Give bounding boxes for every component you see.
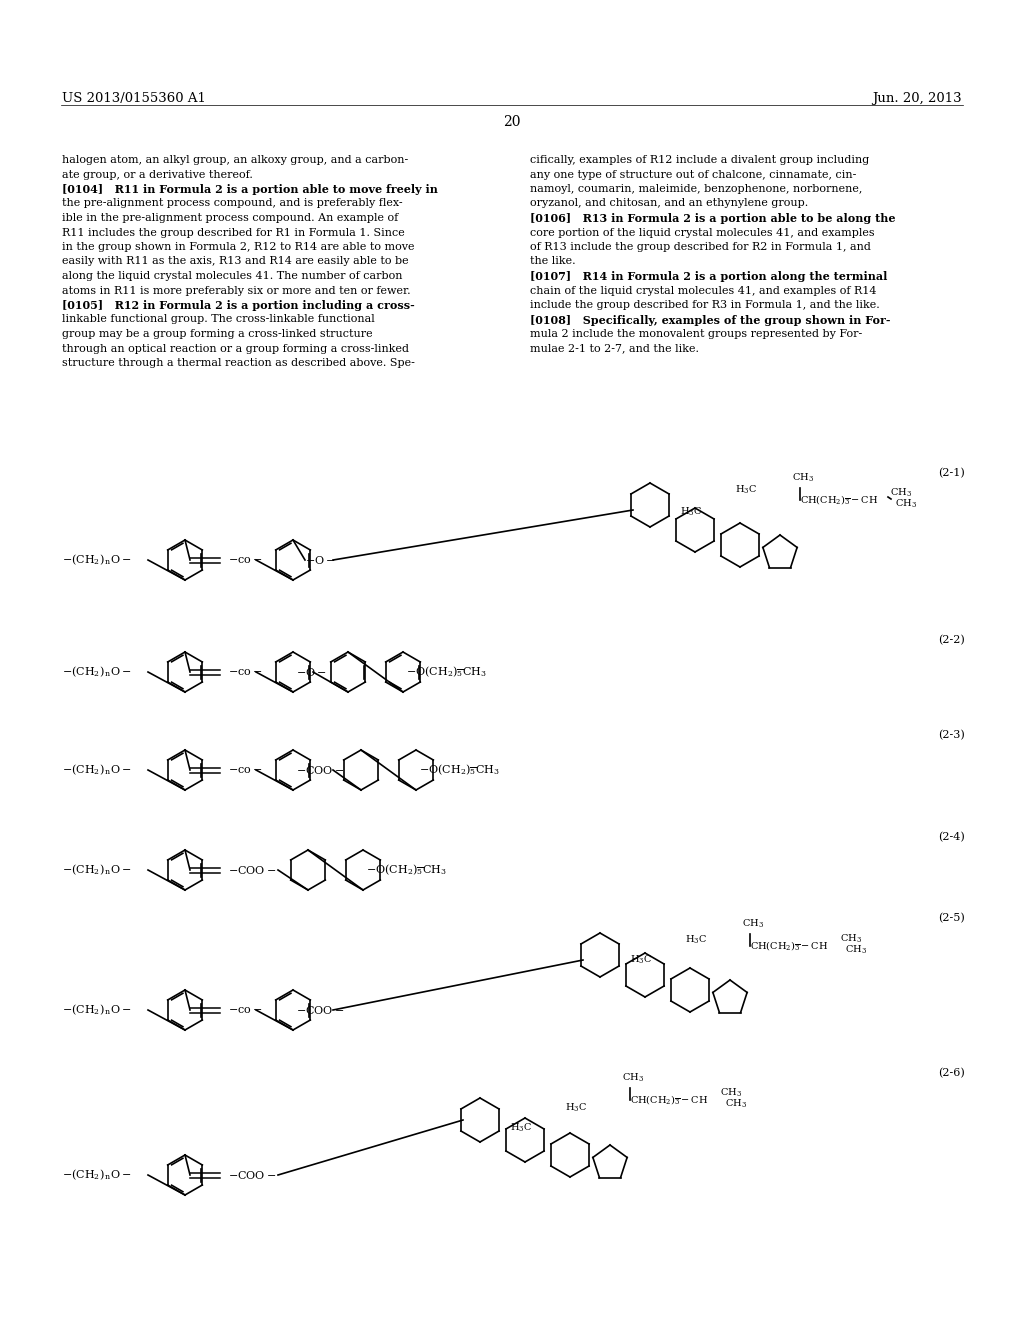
Text: (2-2): (2-2) (938, 635, 965, 645)
Text: (2-4): (2-4) (938, 832, 965, 842)
Text: $\mathregular{-(CH_2)_{\,n}O-}$: $\mathregular{-(CH_2)_{\,n}O-}$ (62, 665, 132, 680)
Text: any one type of structure out of chalcone, cinnamate, cin-: any one type of structure out of chalcon… (530, 169, 856, 180)
Text: (2-6): (2-6) (938, 1068, 965, 1078)
Text: linkable functional group. The cross-linkable functional: linkable functional group. The cross-lin… (62, 314, 375, 325)
Text: $\mathregular{H_3C}$: $\mathregular{H_3C}$ (510, 1122, 532, 1134)
Text: ible in the pre-alignment process compound. An example of: ible in the pre-alignment process compou… (62, 213, 398, 223)
Text: $\mathregular{-(CH_2)_{\,n}O-}$: $\mathregular{-(CH_2)_{\,n}O-}$ (62, 863, 132, 878)
Text: $\mathregular{-COO-}$: $\mathregular{-COO-}$ (228, 1170, 276, 1181)
Text: oryzanol, and chitosan, and an ethynylene group.: oryzanol, and chitosan, and an ethynylen… (530, 198, 808, 209)
Text: $\mathregular{H_3C}$: $\mathregular{H_3C}$ (685, 933, 707, 946)
Text: $\mathregular{CH_3}$: $\mathregular{CH_3}$ (792, 471, 814, 484)
Text: $\mathregular{H_3C}$: $\mathregular{H_3C}$ (680, 506, 702, 519)
Text: [0106]   R13 in Formula 2 is a portion able to be along the: [0106] R13 in Formula 2 is a portion abl… (530, 213, 896, 224)
Text: cifically, examples of R12 include a divalent group including: cifically, examples of R12 include a div… (530, 154, 869, 165)
Text: $\mathregular{-COO-}$: $\mathregular{-COO-}$ (296, 764, 344, 776)
Text: $\mathregular{-COO-}$: $\mathregular{-COO-}$ (228, 865, 276, 876)
Text: (2-3): (2-3) (938, 730, 965, 741)
Text: through an optical reaction or a group forming a cross-linked: through an optical reaction or a group f… (62, 343, 409, 354)
Text: $\mathregular{CH_3}$: $\mathregular{CH_3}$ (890, 487, 912, 499)
Text: mula 2 include the monovalent groups represented by For-: mula 2 include the monovalent groups rep… (530, 329, 862, 339)
Text: $\mathregular{-O-}$: $\mathregular{-O-}$ (296, 667, 327, 678)
Text: atoms in R11 is more preferably six or more and ten or fewer.: atoms in R11 is more preferably six or m… (62, 285, 411, 296)
Text: $\mathregular{-O(CH_2)_{\overline{5}}CH_3}$: $\mathregular{-O(CH_2)_{\overline{5}}CH_… (406, 665, 486, 680)
Text: group may be a group forming a cross-linked structure: group may be a group forming a cross-lin… (62, 329, 373, 339)
Text: [0108]   Specifically, examples of the group shown in For-: [0108] Specifically, examples of the gro… (530, 314, 891, 326)
Text: (2-1): (2-1) (938, 469, 965, 478)
Text: $\mathregular{H_3C}$: $\mathregular{H_3C}$ (565, 1102, 587, 1114)
Text: $\mathregular{-O-}$: $\mathregular{-O-}$ (305, 554, 336, 566)
Text: the pre-alignment process compound, and is preferably flex-: the pre-alignment process compound, and … (62, 198, 402, 209)
Text: $\mathregular{-co-}$: $\mathregular{-co-}$ (228, 554, 262, 565)
Text: $\mathregular{CH_3}$: $\mathregular{CH_3}$ (742, 917, 764, 931)
Text: $\mathregular{-O(CH_2)_{\overline{5}}CH_3}$: $\mathregular{-O(CH_2)_{\overline{5}}CH_… (419, 763, 500, 777)
Text: along the liquid crystal molecules 41. The number of carbon: along the liquid crystal molecules 41. T… (62, 271, 402, 281)
Text: $\mathregular{-co-}$: $\mathregular{-co-}$ (228, 766, 262, 775)
Text: $\mathregular{-O(CH_2)_{\overline{5}}CH_3}$: $\mathregular{-O(CH_2)_{\overline{5}}CH_… (366, 863, 446, 878)
Text: $\mathregular{CH(CH_2)_{\overline{3}}-CH}$: $\mathregular{CH(CH_2)_{\overline{3}}-CH… (800, 494, 879, 507)
Text: [0104]   R11 in Formula 2 is a portion able to move freely in: [0104] R11 in Formula 2 is a portion abl… (62, 183, 438, 195)
Text: R11 includes the group described for R1 in Formula 1. Since: R11 includes the group described for R1 … (62, 227, 404, 238)
Text: core portion of the liquid crystal molecules 41, and examples: core portion of the liquid crystal molec… (530, 227, 874, 238)
Text: $\mathregular{H_3C}$: $\mathregular{H_3C}$ (630, 954, 652, 966)
Text: in the group shown in Formula 2, R12 to R14 are able to move: in the group shown in Formula 2, R12 to … (62, 242, 415, 252)
Text: $\mathregular{CH_3}$: $\mathregular{CH_3}$ (895, 498, 916, 511)
Text: $\mathregular{-co-}$: $\mathregular{-co-}$ (228, 667, 262, 677)
Text: $\mathregular{CH_3}$: $\mathregular{CH_3}$ (720, 1086, 742, 1100)
Text: include the group described for R3 in Formula 1, and the like.: include the group described for R3 in Fo… (530, 300, 880, 310)
Text: $\mathregular{CH(CH_2)_{\overline{3}}-CH}$: $\mathregular{CH(CH_2)_{\overline{3}}-CH… (630, 1093, 709, 1106)
Text: [0105]   R12 in Formula 2 is a portion including a cross-: [0105] R12 in Formula 2 is a portion inc… (62, 300, 415, 312)
Text: $\mathregular{-(CH_2)_{\,n}O-}$: $\mathregular{-(CH_2)_{\,n}O-}$ (62, 1168, 132, 1183)
Text: of R13 include the group described for R2 in Formula 1, and: of R13 include the group described for R… (530, 242, 870, 252)
Text: [0107]   R14 in Formula 2 is a portion along the terminal: [0107] R14 in Formula 2 is a portion alo… (530, 271, 888, 282)
Text: $\mathregular{-(CH_2)_{\,n}O-}$: $\mathregular{-(CH_2)_{\,n}O-}$ (62, 1003, 132, 1018)
Text: structure through a thermal reaction as described above. Spe-: structure through a thermal reaction as … (62, 358, 415, 368)
Text: 20: 20 (503, 115, 521, 129)
Text: $\mathregular{CH_3}$: $\mathregular{CH_3}$ (622, 1072, 644, 1084)
Text: $\mathregular{CH_3}$: $\mathregular{CH_3}$ (845, 944, 867, 956)
Text: mulae 2-1 to 2-7, and the like.: mulae 2-1 to 2-7, and the like. (530, 343, 699, 354)
Text: $\mathregular{CH_3}$: $\mathregular{CH_3}$ (725, 1098, 746, 1110)
Text: US 2013/0155360 A1: US 2013/0155360 A1 (62, 92, 206, 106)
Text: halogen atom, an alkyl group, an alkoxy group, and a carbon-: halogen atom, an alkyl group, an alkoxy … (62, 154, 409, 165)
Text: (2-5): (2-5) (938, 913, 965, 923)
Text: $\mathregular{-COO-}$: $\mathregular{-COO-}$ (296, 1005, 344, 1016)
Text: $\mathregular{-(CH_2)_{\,n}O-}$: $\mathregular{-(CH_2)_{\,n}O-}$ (62, 553, 132, 568)
Text: $\mathregular{-(CH_2)_{\,n}O-}$: $\mathregular{-(CH_2)_{\,n}O-}$ (62, 763, 132, 777)
Text: easily with R11 as the axis, R13 and R14 are easily able to be: easily with R11 as the axis, R13 and R14… (62, 256, 409, 267)
Text: ate group, or a derivative thereof.: ate group, or a derivative thereof. (62, 169, 253, 180)
Text: namoyl, coumarin, maleimide, benzophenone, norbornene,: namoyl, coumarin, maleimide, benzophenon… (530, 183, 862, 194)
Text: chain of the liquid crystal molecules 41, and examples of R14: chain of the liquid crystal molecules 41… (530, 285, 877, 296)
Text: $\mathregular{H_3C}$: $\mathregular{H_3C}$ (735, 483, 757, 496)
Text: $\mathregular{-co-}$: $\mathregular{-co-}$ (228, 1005, 262, 1015)
Text: $\mathregular{CH_3}$: $\mathregular{CH_3}$ (840, 933, 862, 945)
Text: the like.: the like. (530, 256, 575, 267)
Text: Jun. 20, 2013: Jun. 20, 2013 (872, 92, 962, 106)
Text: $\mathregular{CH(CH_2)_{\overline{3}}-CH}$: $\mathregular{CH(CH_2)_{\overline{3}}-CH… (750, 940, 828, 953)
